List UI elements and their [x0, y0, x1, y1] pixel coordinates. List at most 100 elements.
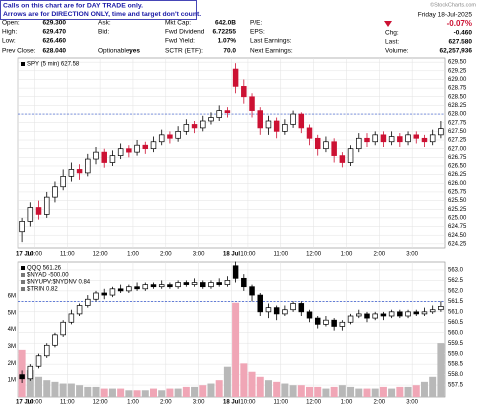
- volume-bar: [100, 388, 108, 397]
- candle-body: [282, 309, 288, 315]
- volume-bar: [67, 383, 75, 397]
- candle-body: [191, 124, 198, 129]
- quote-label: Ask:: [98, 20, 111, 27]
- volume-bar: [149, 388, 157, 397]
- candle-body: [429, 309, 436, 313]
- candle-body: [273, 120, 280, 132]
- quote-value: 62,257,936: [439, 48, 472, 55]
- legend-label: $TRIN 0.82: [27, 287, 58, 293]
- candle-body: [142, 144, 149, 150]
- y-tick-label: 625.75: [448, 190, 467, 196]
- x-tick-label: 12:00: [306, 252, 322, 258]
- candle-body: [380, 134, 387, 143]
- candle-body: [339, 155, 346, 163]
- volume-bar: [264, 380, 272, 397]
- candle-body: [323, 319, 329, 325]
- candle-body: [331, 319, 337, 327]
- y-tick-label: 559.0: [448, 351, 464, 357]
- y-tick-label: 624.75: [448, 224, 467, 230]
- y-tick-label: 563.0: [448, 268, 464, 274]
- candle-body: [109, 155, 116, 163]
- quote-label: Optionable:: [98, 48, 131, 55]
- candle-body: [43, 196, 50, 215]
- candle-body: [306, 311, 313, 319]
- y-tick-label: 625.25: [448, 207, 467, 213]
- x-tick-label: 11:00: [273, 252, 288, 258]
- candle-body: [158, 134, 165, 143]
- y-tick-label: 558.0: [448, 372, 464, 378]
- quote-label: Low:: [2, 38, 16, 45]
- candle-body: [282, 124, 288, 132]
- y-tick-label: 562.5: [448, 278, 464, 284]
- volume-bar: [371, 388, 379, 397]
- candle-body: [208, 282, 214, 288]
- candle-body: [35, 355, 42, 367]
- candle-body: [117, 288, 124, 292]
- volume-bar: [248, 371, 256, 397]
- candle-body: [43, 344, 50, 357]
- x-tick-label: 10:00: [240, 252, 256, 258]
- volume-bar: [281, 383, 289, 397]
- volume-bar: [338, 385, 346, 397]
- candle-body: [175, 131, 181, 139]
- x-tick-label: 10:00: [27, 252, 43, 258]
- candle-body: [134, 144, 140, 153]
- candle-body: [85, 158, 91, 174]
- x-tick-label: 2:00: [160, 400, 172, 406]
- quote-label: Volume:: [385, 48, 409, 55]
- quote-value: -0.460: [454, 30, 473, 37]
- quote-label: Next Earnings:: [250, 48, 293, 55]
- candle-body: [372, 313, 378, 319]
- candle-body: [290, 303, 296, 311]
- candle-body: [126, 148, 132, 153]
- candle-body: [167, 284, 173, 288]
- volume-bar: [256, 376, 264, 397]
- candle-body: [134, 286, 140, 290]
- x-tick-label: 17 Jul: [16, 252, 33, 258]
- quote-label: High:: [2, 29, 17, 36]
- legend-label: QQQ 561.26: [27, 266, 62, 272]
- volume-bar: [273, 381, 281, 397]
- quote-label: Fwd Yield:: [165, 38, 195, 45]
- quote-value: 628.040: [43, 48, 67, 55]
- legend-swatch: [21, 273, 25, 277]
- candle-body: [249, 286, 255, 296]
- y-tick-label: 626.00: [448, 181, 467, 187]
- candle-body: [413, 311, 420, 315]
- volume-tick-label: 2M: [8, 361, 16, 367]
- candle-body: [85, 298, 91, 306]
- candle-body: [224, 110, 231, 114]
- candle-body: [150, 141, 157, 150]
- candle-body: [175, 282, 181, 288]
- candle-body: [200, 120, 206, 129]
- candle-body: [101, 292, 107, 296]
- candle-body: [93, 151, 99, 160]
- volume-bar: [437, 343, 445, 397]
- volume-bar: [388, 388, 396, 397]
- candle-body: [339, 321, 346, 327]
- candle-body: [356, 137, 362, 150]
- candle-body: [356, 313, 362, 317]
- candle-body: [150, 284, 157, 288]
- volume-bar: [223, 366, 231, 397]
- x-tick-label: 3:00: [406, 400, 418, 406]
- candle-body: [191, 282, 198, 285]
- date: Friday 18-Jul-2025: [418, 12, 473, 19]
- volume-bar: [182, 386, 190, 397]
- x-tick-label: 3:00: [406, 252, 418, 258]
- y-tick-label: 628.75: [448, 86, 467, 92]
- legend-label: $NYUPV:$NYDNV 0.84: [27, 280, 91, 286]
- volume-tick-label: 5M: [8, 310, 16, 316]
- candle-body: [388, 311, 395, 317]
- volume-bar: [174, 388, 182, 397]
- y-tick-label: 625.00: [448, 215, 467, 221]
- y-tick-label: 561.5: [448, 299, 464, 305]
- candle-body: [52, 186, 58, 198]
- notice-box: [0, 0, 197, 20]
- y-tick-label: 562.0: [448, 288, 464, 294]
- candle-body: [323, 141, 329, 150]
- quote-label: Prev Close:: [2, 48, 36, 55]
- volume-bar: [322, 388, 330, 397]
- candle-body: [93, 292, 99, 300]
- volume-bar: [43, 380, 51, 397]
